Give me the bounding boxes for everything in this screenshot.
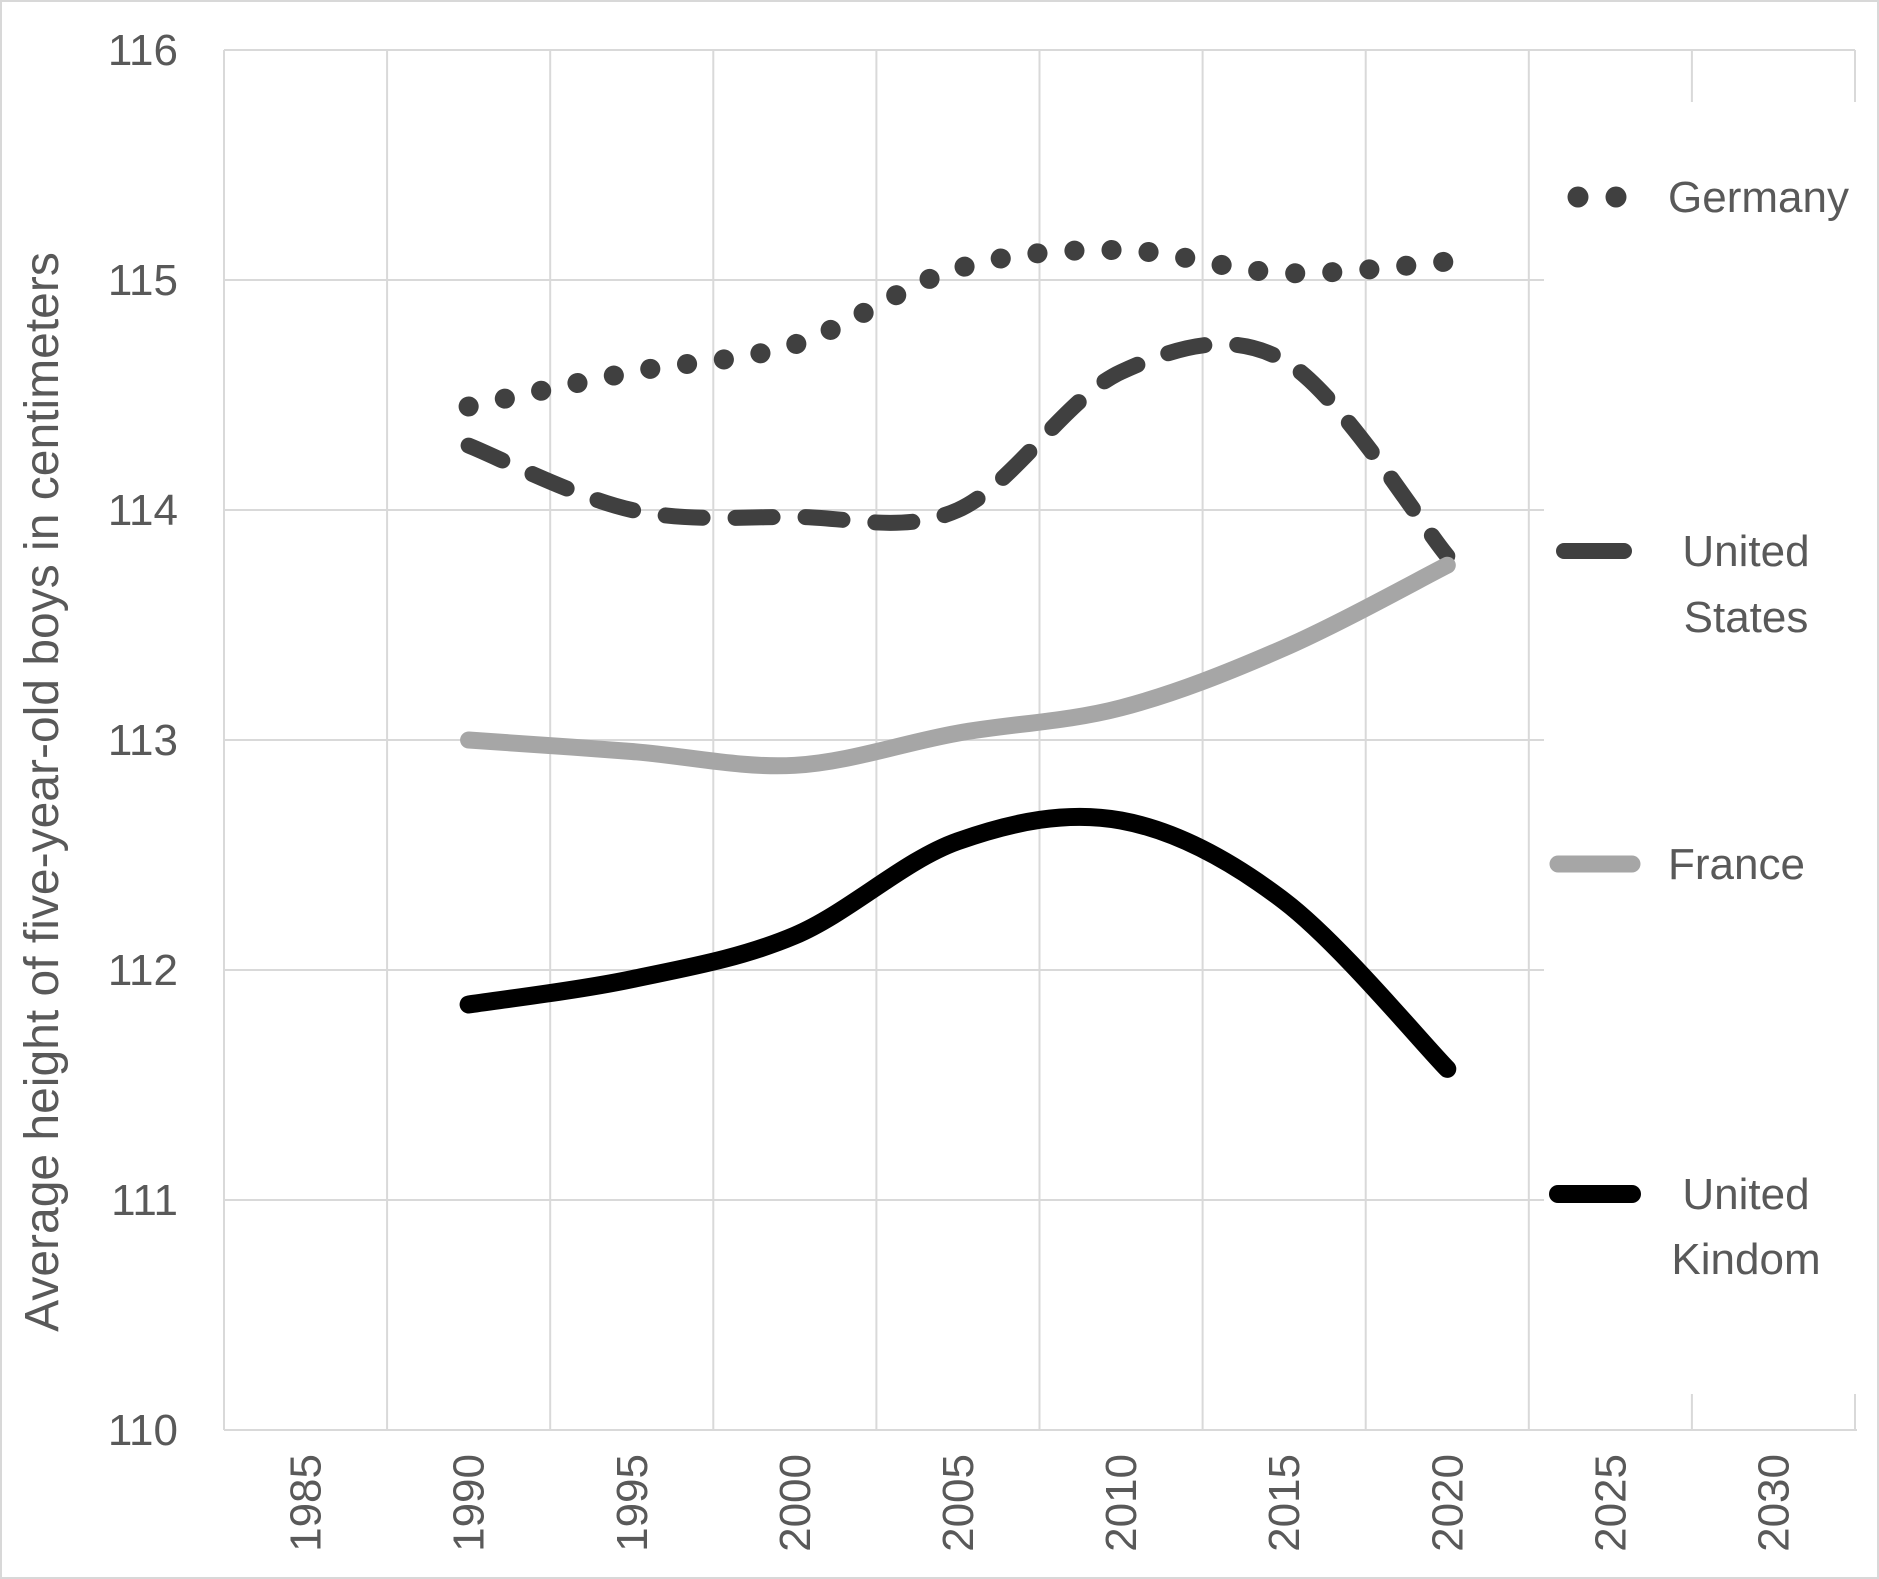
x-tick-label: 2005 [934, 1454, 983, 1552]
legend-background [1544, 102, 1877, 1394]
legend-item-united-kingdom: United Kindom [1549, 1170, 1821, 1284]
x-tick-label: 2010 [1097, 1454, 1146, 1552]
series-line-united-kingdom [459, 807, 1457, 1078]
series-line-germany [458, 239, 1458, 417]
y-tick-label: 114 [108, 486, 178, 535]
legend-label-germany: Germany [1668, 173, 1849, 222]
y-axis-labels: 110 111 112 113 114 115 116 [108, 26, 178, 1455]
legend-label-france: France [1668, 840, 1805, 889]
x-tick-label: 2030 [1749, 1454, 1798, 1552]
y-tick-label: 110 [108, 1406, 178, 1455]
legend-swatch-germany [1567, 186, 1589, 208]
legend-item-united-states: United States [1556, 527, 1810, 642]
x-axis-labels: 1985 1990 1995 2000 2005 2010 2015 2020 2025 2030 [282, 1454, 1799, 1552]
y-tick-label: 115 [108, 256, 178, 305]
legend-item-germany: Germany [1567, 173, 1849, 222]
series-line-united-states [460, 336, 1456, 564]
x-tick-label: 1995 [608, 1454, 657, 1552]
x-tick-label: 1985 [282, 1454, 331, 1552]
legend: Germany United States France United Kindom [1549, 173, 1849, 1284]
x-tick-label: 2000 [771, 1454, 820, 1552]
legend-label-united-states: States [1684, 593, 1809, 642]
legend-label-united-kingdom: Kindom [1671, 1235, 1820, 1284]
legend-swatch-germany [1605, 186, 1627, 208]
legend-label-united-states: United [1682, 527, 1809, 576]
y-axis-title: Average height of five-year-old boys in … [16, 252, 69, 1332]
x-tick-label: 1990 [445, 1454, 494, 1552]
x-tick-label: 2015 [1260, 1454, 1309, 1552]
y-tick-label: 112 [108, 946, 178, 995]
legend-label-united-kingdom: United [1682, 1170, 1809, 1219]
x-tick-label: 2020 [1423, 1454, 1472, 1552]
y-tick-label: 113 [108, 716, 178, 765]
x-tick-label: 2025 [1586, 1454, 1635, 1552]
series-lines [458, 239, 1458, 1078]
y-tick-label: 116 [108, 26, 178, 75]
y-tick-label: 111 [111, 1176, 178, 1225]
legend-item-france: France [1549, 840, 1805, 889]
series-line-france [460, 556, 1456, 775]
